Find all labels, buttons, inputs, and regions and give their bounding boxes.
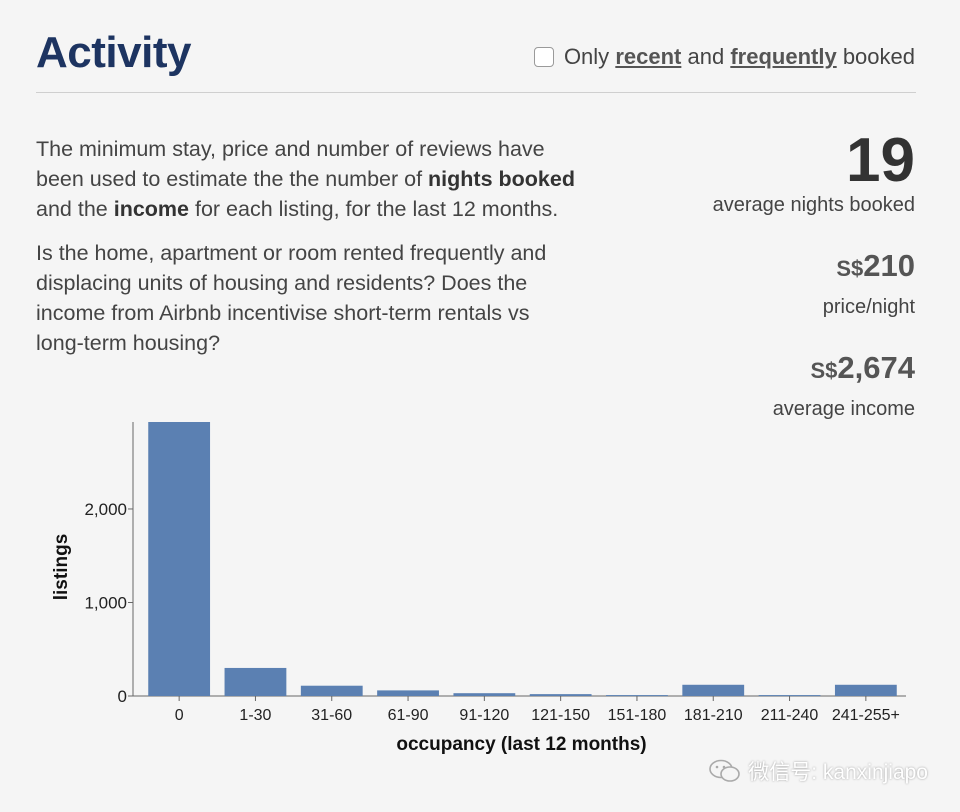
- x-tick-label: 31-60: [311, 707, 352, 724]
- stats-panel: 19 average nights booked S$210 price/nig…: [713, 130, 915, 421]
- filter-text-and: and: [687, 44, 725, 69]
- price-night-label: price/night: [822, 296, 915, 318]
- occupancy-histogram: 0 1,000 2,000 0 1-30 31-60 61-90 91-120 121-150 1…: [51, 422, 906, 755]
- x-tick-label: 211-240: [761, 707, 819, 724]
- bar-181-210: [682, 684, 745, 696]
- x-tick-label: 181-210: [684, 707, 743, 724]
- description-paragraph-1: The minimum stay, price and number of re…: [36, 134, 576, 224]
- activity-description: The minimum stay, price and number of re…: [36, 134, 576, 372]
- price-number: 210: [863, 248, 915, 283]
- x-tick-label: 91-120: [459, 707, 509, 724]
- y-tick-label: 1,000: [84, 593, 127, 612]
- y-tick-label: 2,000: [84, 500, 127, 519]
- nights-booked-value: 19: [846, 126, 915, 195]
- x-axis-title: occupancy (last 12 months): [396, 734, 646, 755]
- income-number: 2,674: [837, 350, 915, 385]
- x-tick-label: 1-30: [239, 707, 271, 724]
- x-tick-label: 0: [175, 707, 184, 724]
- bar-211-240: [758, 695, 821, 697]
- bar-0: [148, 422, 211, 696]
- price-night-value: S$210: [713, 249, 915, 286]
- page-title: Activity: [36, 28, 191, 77]
- wechat-watermark: 微信号: kanxinjiapo: [708, 756, 928, 786]
- filter-text-booked: booked: [842, 44, 915, 69]
- bar-31-60: [300, 685, 363, 696]
- currency-symbol: S$: [836, 256, 864, 281]
- recent-frequent-filter[interactable]: Only recent and frequently booked: [533, 44, 915, 70]
- filter-checkbox[interactable]: [533, 47, 554, 67]
- bar-241-255+: [834, 684, 897, 696]
- x-tick-label: 121-150: [531, 707, 590, 724]
- bar-121-150: [529, 694, 592, 696]
- x-tick-label: 241-255+: [832, 707, 900, 724]
- nights-booked-label: average nights booked: [712, 194, 915, 216]
- y-tick-label: 0: [118, 687, 127, 706]
- filter-text-only: Only: [563, 44, 610, 69]
- description-paragraph-2: Is the home, apartment or room rented fr…: [36, 241, 547, 355]
- desc-bold-income: income: [113, 197, 189, 221]
- watermark-text: 微信号: kanxinjiapo: [748, 761, 928, 784]
- desc-text-c: and the: [36, 197, 108, 221]
- average-income-label: average income: [772, 398, 915, 420]
- currency-symbol-income: S$: [810, 358, 838, 383]
- x-tick-label: 61-90: [388, 707, 429, 724]
- bar-151-180: [606, 695, 668, 697]
- desc-bold-nights: nights booked: [428, 167, 575, 191]
- wechat-icon: [709, 759, 741, 782]
- y-axis-title: listings: [51, 534, 72, 601]
- filter-text-frequently: frequently: [730, 44, 837, 69]
- bar-61-90: [377, 690, 439, 696]
- filter-text-recent: recent: [615, 44, 682, 69]
- x-tick-label: 151-180: [608, 707, 667, 724]
- bar-1-30: [224, 667, 287, 696]
- header-divider: [36, 92, 916, 93]
- bar-91-120: [453, 693, 516, 696]
- average-income-value: S$2,674: [713, 350, 916, 388]
- desc-text-a: The minimum stay, price and number of re…: [36, 137, 545, 191]
- desc-text-d: for each listing, for the last 12 months…: [194, 197, 559, 221]
